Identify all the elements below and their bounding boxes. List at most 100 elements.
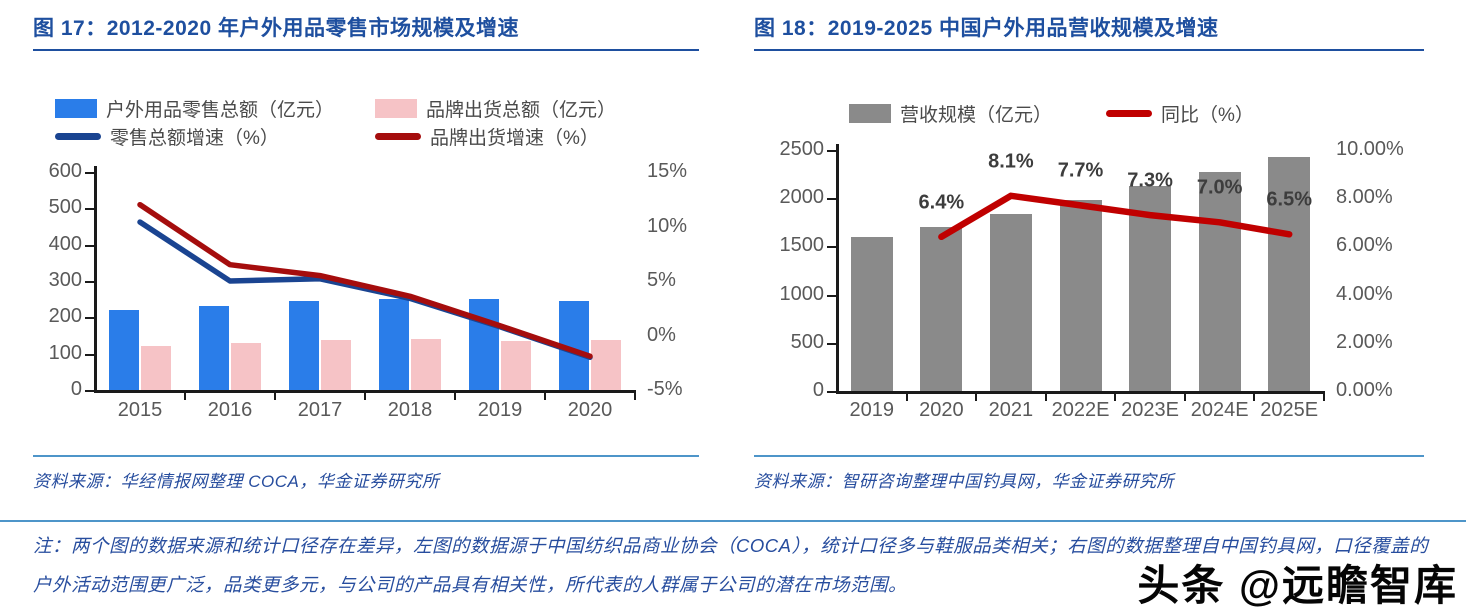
y-axis-tick-label: 2000 (779, 186, 825, 209)
y-axis-tick-label-right: 4.00% (1336, 282, 1393, 305)
bar (289, 301, 319, 390)
y-axis-tick-label: 300 (48, 269, 82, 291)
bar (231, 342, 261, 390)
x-tick-mark (544, 392, 546, 400)
x-tick-mark (634, 392, 636, 400)
x-axis-tick-label: 2016 (207, 399, 253, 421)
y-axis-tick-label: 400 (48, 232, 82, 255)
bar (469, 299, 499, 390)
y-tick-mark (827, 391, 836, 393)
bar (920, 226, 963, 391)
y-axis-tick-label-right: 10.00% (1336, 138, 1404, 160)
y-axis-tick-label-right: 0% (647, 323, 676, 346)
y-axis-tick-label-right: 8.00% (1336, 186, 1393, 209)
y-tick-mark (827, 198, 836, 201)
legend-bar-swatch (849, 103, 891, 123)
figures-row: 图 17：2012-2020 年户外用品零售市场规模及增速 户外用品零售总额（亿… (33, 0, 1424, 492)
y-axis-tick-label: 500 (48, 196, 82, 219)
bar (141, 346, 171, 390)
y-tick-mark (85, 208, 94, 211)
bar (1198, 171, 1241, 391)
y-axis-tick-label-right: 15% (647, 160, 688, 182)
y-axis-line (836, 144, 839, 393)
watermark: 头条 @远瞻智库 (1137, 562, 1458, 609)
legend-line-swatch (55, 132, 101, 140)
figure-18-chart: 营收规模（亿元） 同比（%） 2500 2000 1500 1000 500 0 10.00% 8… (754, 51, 1424, 427)
y-tick-mark (827, 294, 836, 297)
x-tick-mark (364, 392, 366, 400)
data-label: 7.3% (1127, 169, 1173, 192)
x-tick-mark (454, 392, 456, 400)
x-axis-line (94, 390, 636, 393)
data-label: 7.7% (1057, 159, 1104, 182)
bar (1059, 199, 1102, 391)
data-label: 8.1% (988, 150, 1034, 173)
y-tick-mark (85, 172, 94, 174)
x-axis-tick-label: 2025E (1260, 399, 1319, 421)
x-axis-tick-label: 2020 (919, 399, 964, 421)
x-axis-tick-label: 2015 (117, 399, 163, 421)
data-label: 6.4% (918, 191, 965, 214)
y-tick-mark (85, 317, 94, 320)
y-axis-tick-label: 0 (70, 378, 82, 400)
legend-item: 品牌出货增速（%） (375, 122, 599, 150)
legend-label: 同比（%） (1161, 104, 1254, 126)
y-tick-mark (85, 244, 94, 247)
y-tick-mark (827, 150, 836, 152)
figure-17-title: 图 17：2012-2020 年户外用品零售市场规模及增速 (33, 0, 699, 51)
y-axis-tick-label-right: 5% (647, 269, 676, 291)
x-tick-mark (274, 392, 276, 400)
y-axis-tick-label: 2500 (779, 138, 825, 160)
y-axis-tick-label: 1500 (779, 234, 825, 257)
figure-17: 图 17：2012-2020 年户外用品零售市场规模及增速 户外用品零售总额（亿… (33, 0, 699, 492)
bar (850, 236, 893, 391)
bar (321, 340, 351, 390)
x-tick-mark (184, 392, 186, 400)
x-axis-tick-label: 2019 (849, 399, 895, 421)
y-tick-mark (827, 342, 836, 345)
legend-item: 品牌出货总额（亿元） (375, 94, 616, 122)
x-axis-line (836, 391, 1325, 394)
figure-17-source: 资料来源：华经情报网整理 COCA，华金证券研究所 (33, 455, 699, 492)
legend-item: 营收规模（亿元） (849, 99, 1052, 127)
x-axis-tick-label: 2021 (988, 399, 1034, 421)
x-tick-mark (1323, 393, 1325, 401)
figure-18-source: 资料来源：智研咨询整理中国钓具网，华金证券研究所 (754, 455, 1424, 492)
x-tick-mark (975, 393, 978, 401)
x-axis-tick-label: 2019 (477, 399, 523, 421)
y-axis-tick-label: 600 (48, 160, 82, 182)
y-axis-line (94, 166, 97, 392)
y-axis-tick-label: 200 (48, 305, 82, 328)
bar (199, 305, 229, 390)
y-axis-tick-label-right: 6.00% (1336, 234, 1393, 257)
legend-label: 营收规模（亿元） (900, 104, 1053, 126)
y-tick-mark (85, 390, 94, 392)
y-tick-mark (85, 353, 94, 356)
bar (591, 340, 621, 390)
legend-bar-swatch (55, 98, 97, 118)
x-tick-mark (1114, 393, 1117, 401)
x-axis-tick-label: 2022E (1051, 399, 1110, 421)
footnote-text: 注：两个图的数据来源和统计口径存在差异，左图的数据源于中国纺织品商业协会（COC… (33, 535, 1429, 595)
figure-18: 图 18：2019-2025 中国户外用品营收规模及增速 营收规模（亿元） 同比（… (754, 0, 1424, 492)
bar (989, 213, 1032, 391)
y-axis-tick-label-right: 10% (647, 214, 688, 237)
bar (501, 341, 531, 390)
bar (1129, 185, 1172, 391)
legend-bar-swatch (375, 98, 417, 118)
legend-label: 户外用品零售总额（亿元） (106, 99, 335, 121)
data-label: 6.5% (1266, 188, 1312, 211)
bar (109, 309, 139, 390)
x-axis-tick-label: 2018 (387, 399, 433, 421)
legend-line-swatch (375, 132, 421, 140)
bar (559, 300, 589, 390)
legend-label: 品牌出货总额（亿元） (426, 99, 617, 121)
bar (411, 338, 441, 390)
x-tick-mark (1253, 393, 1256, 401)
y-axis-tick-label: 0 (812, 379, 824, 401)
x-axis-tick-label: 2024E (1190, 399, 1249, 421)
bar (379, 299, 409, 390)
x-axis-tick-label: 2023E (1121, 399, 1179, 421)
y-axis-tick-label: 1000 (779, 282, 825, 305)
